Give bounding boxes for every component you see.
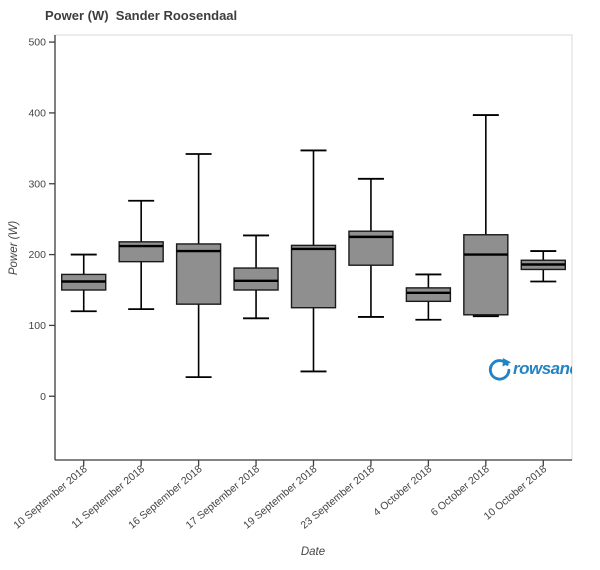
iqr-box [175,243,222,305]
box-7 [405,273,452,321]
box-2 [118,199,164,311]
box-9 [520,250,566,283]
iqr-box [290,244,337,309]
box-3 [175,153,222,379]
y-tick-label: 400 [28,107,46,119]
y-tick-label: 100 [28,320,46,332]
rowsandall-swoosh-icon [488,357,511,380]
y-tick-label: 0 [40,391,46,403]
x-tick-label: 4 October 2018 [371,463,434,519]
box-6 [348,177,394,318]
x-tick-label: 6 October 2018 [429,463,492,519]
box-1 [61,253,107,313]
y-tick-label: 500 [28,37,46,49]
y-tick-label: 200 [28,249,46,261]
chart-title: Power (W) Sander Roosendaal [45,8,238,23]
iqr-box [463,234,509,316]
box-5 [290,149,337,373]
x-axis-label: Date [300,546,326,558]
y-tick-label: 300 [28,178,46,190]
iqr-box [118,241,164,263]
rowsandall-logo-text: rowsandall [513,359,572,378]
rowsandall-logo: rowsandall [484,349,572,389]
box-8 [463,114,509,318]
iqr-box [405,287,452,303]
box-4 [233,234,279,320]
x-tick-label: 10 October 2018 [482,463,550,523]
iqr-box [233,267,279,291]
